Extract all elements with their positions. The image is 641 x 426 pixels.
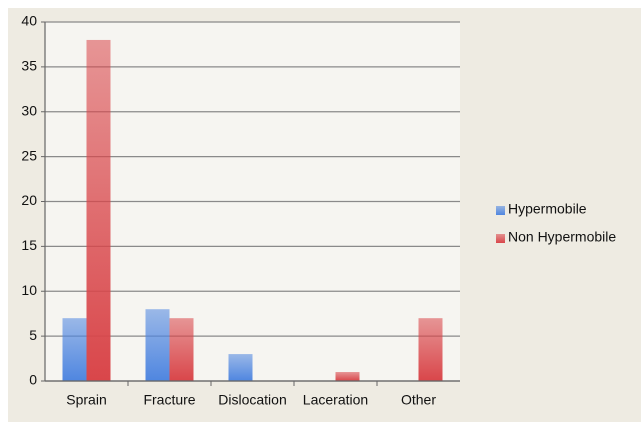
x-tick-label: Laceration: [303, 392, 368, 408]
x-tick-label: Fracture: [143, 392, 195, 408]
y-tick-label: 0: [29, 372, 37, 388]
y-tick-label: 40: [21, 13, 37, 29]
legend-label: Hypermobile: [508, 201, 587, 217]
bar: [335, 372, 360, 381]
legend-swatch: [496, 234, 505, 243]
x-tick-label: Sprain: [66, 392, 106, 408]
bar: [62, 318, 87, 381]
bar: [86, 39, 111, 381]
bar: [418, 318, 443, 381]
bar: [228, 354, 253, 381]
y-tick-label: 20: [21, 192, 37, 208]
y-tick-label: 30: [21, 102, 37, 118]
legend-label: Non Hypermobile: [508, 229, 616, 245]
bar: [145, 309, 170, 381]
y-tick-label: 15: [21, 237, 37, 253]
y-tick-label: 35: [21, 58, 37, 74]
x-tick-label: Other: [401, 392, 436, 408]
y-tick-label: 25: [21, 147, 37, 163]
y-tick-label: 5: [29, 327, 37, 343]
legend-swatch: [496, 206, 505, 215]
x-tick-label: Dislocation: [218, 392, 286, 408]
bar: [169, 318, 194, 381]
y-tick-label: 10: [21, 282, 37, 298]
